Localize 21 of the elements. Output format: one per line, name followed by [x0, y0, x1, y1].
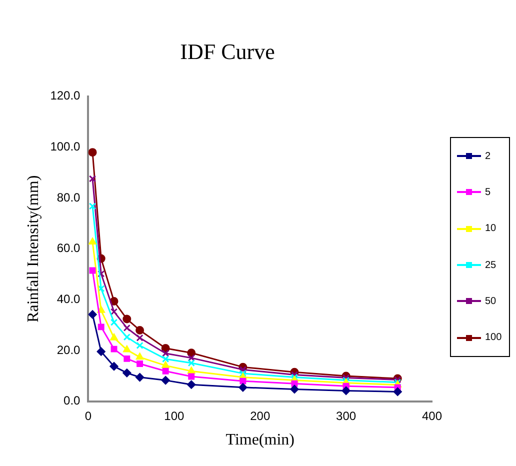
- chart-title: IDF Curve: [180, 38, 275, 64]
- legend-label: 2: [485, 150, 491, 162]
- y-tick-label: 60.0: [56, 241, 81, 256]
- y-tick-label: 80.0: [56, 190, 81, 204]
- legend-label: 50: [485, 296, 496, 307]
- legend-label: 100: [485, 332, 502, 344]
- y-axis-title: Rainfall Intensity(mm): [24, 175, 42, 322]
- x-tick-label: 300: [336, 408, 356, 423]
- x-axis-title: Time(min): [226, 432, 294, 449]
- y-tick-label: 100.0: [50, 140, 81, 154]
- legend-label: 10: [485, 223, 496, 234]
- y-tick-label: 20.0: [56, 342, 81, 357]
- legend-label: 25: [485, 260, 496, 271]
- x-tick-label: 400: [422, 408, 442, 423]
- x-tick-label: 200: [250, 408, 270, 423]
- x-tick-label: 0: [84, 408, 92, 423]
- legend-label: 5: [485, 186, 491, 198]
- y-tick-label: 0.0: [64, 394, 81, 408]
- x-tick-label: 100: [164, 408, 184, 423]
- y-tick-label: 120.0: [50, 88, 81, 103]
- y-tick-label: 40.0: [56, 292, 81, 306]
